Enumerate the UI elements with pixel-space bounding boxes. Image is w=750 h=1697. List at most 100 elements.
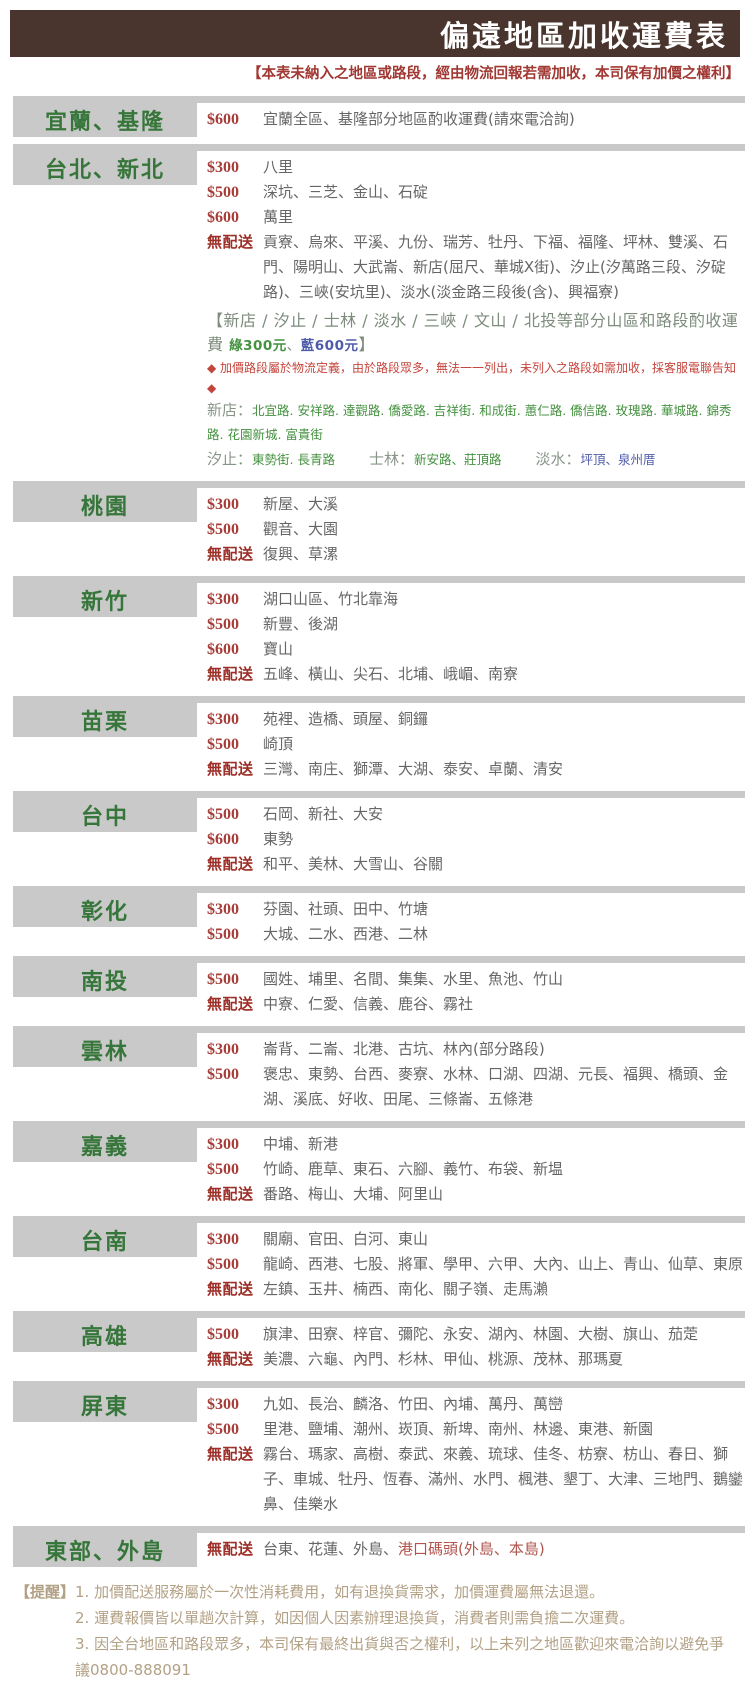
fee-places: 湖口山區、竹北靠海 [263,590,399,608]
region-section-kaohsiung: 高雄 $500 旗津、田寮、梓官、彌陀、永安、湖內、林園、大樹、旗山、茄萣 無配… [13,1311,745,1374]
reminder-note-2: 2. 運費報價皆以單趟次計算，如因個人因素辦理退換貨，消費者則需負擔二次運費。 [75,1609,635,1627]
section-divider-bar [13,1026,745,1033]
section-divider-bar [13,96,745,103]
reminder-note-3: 3. 因全台地區和路段眾多，本司保有最終出貨與否之權利，以上未列之地區歡迎來電洽… [75,1635,725,1679]
fee-row: $600 東勢 [207,827,745,852]
fee-row: $500 深坑、三芝、金山、石碇 [207,180,745,205]
region-section-miaoli: 苗栗 $300 苑裡、造橋、頭屋、銅鑼 $500 崎頂 無配送 三灣、南庄、獅潭… [13,696,745,784]
page-title: 偏遠地區加收運費表 [439,18,728,53]
region-label: 高雄 [13,1318,197,1352]
no-delivery-tag: 無配送 [207,665,254,683]
fee-places: 和平、美林、大雪山、谷關 [263,855,444,873]
fee-row: $600 萬里 [207,205,745,230]
fee-tag: $600 [207,111,239,128]
fee-row: $300 芬園、社頭、田中、竹塘 [207,897,745,922]
section-divider-bar [13,1526,745,1533]
section-divider-bar [13,144,745,151]
fee-tag: $600 [207,641,239,658]
fee-places: 中埔、新港 [263,1135,339,1153]
surcharge-streets-xindian: 新店：北宜路. 安祥路. 達觀路. 僑愛路. 吉祥街. 和成街. 蕙仁路. 僑信… [207,398,745,447]
section-divider-bar [13,696,745,703]
section-body: 屏東 $300 九如、長治、麟洛、竹田、內埔、萬丹、萬巒 $500 里港、鹽埔、… [13,1388,745,1519]
section-body: 桃園 $300 新屋、大溪 $500 觀音、大園 無配送 復興、草漯 [13,488,745,569]
fee-places: 中寮、仁愛、信義、鹿谷、霧社 [263,995,474,1013]
region-label: 台中 [13,798,197,832]
section-content: $300 中埔、新港 $500 竹崎、鹿草、東石、六腳、義竹、布袋、新塭 無配送… [197,1128,745,1209]
street-district-label: 汐止： [207,450,253,468]
fee-row: $500 里港、鹽埔、潮州、崁頂、新埤、南州、林邊、東港、新園 [207,1417,745,1442]
fee-tag: $500 [207,1326,239,1343]
fee-row: 無配送 五峰、橫山、尖石、北埔、峨嵋、南寮 [207,662,745,687]
reminder-notes: 1. 加價配送服務屬於一次性消耗費用，如有退換貨需求，加價運費屬無法退還。 2.… [75,1579,737,1683]
region-label: 嘉義 [13,1128,197,1162]
street-list-green: 新安路、莊頂路 [413,452,502,467]
fee-row: $300 九如、長治、麟洛、竹田、內埔、萬丹、萬巒 [207,1392,745,1417]
section-content: $300 新屋、大溪 $500 觀音、大園 無配送 復興、草漯 [197,488,745,569]
region-label: 苗栗 [13,703,197,737]
reminder-note-1: 1. 加價配送服務屬於一次性消耗費用，如有退換貨需求，加價運費屬無法退還。 [75,1583,605,1601]
fee-tag: $600 [207,831,239,848]
street-list-green: 北宜路. 安祥路. 達觀路. 僑愛路. 吉祥街. 和成街. 蕙仁路. 僑信路. … [207,403,732,442]
fee-places: 新豐、後湖 [263,615,339,633]
fee-tag: $300 [207,1041,239,1058]
fee-places: 崎頂 [263,735,294,753]
fee-row: $500 旗津、田寮、梓官、彌陀、永安、湖內、林園、大樹、旗山、茄萣 [207,1322,745,1347]
fee-row: 無配送 美濃、六龜、內門、杉林、甲仙、桃源、茂林、那瑪夏 [207,1347,745,1372]
note-title-close: 】 [358,335,375,354]
section-divider-bar [13,1216,745,1223]
section-divider-bar [13,791,745,798]
region-section-taoyuan: 桃園 $300 新屋、大溪 $500 觀音、大園 無配送 復興、草漯 [13,481,745,569]
fee-tag: $300 [207,1231,239,1248]
fee-tag: $300 [207,591,239,608]
fee-places: 褒忠、東勢、台西、麥寮、水林、口湖、四湖、元長、福興、橋頭、金湖、溪底、好收、田… [263,1065,729,1108]
section-divider-bar [13,1121,745,1128]
surcharge-streets-line2: 汐止：東勢街. 長青路 士林：新安路、莊頂路 淡水：坪頂、泉州厝 [207,447,745,472]
section-body: 台中 $500 石岡、新社、大安 $600 東勢 無配送 和平、美林、大雪山、谷… [13,798,745,879]
fee-row: 無配送 三灣、南庄、獅潭、大湖、泰安、卓蘭、清安 [207,757,745,782]
fee-tag: $300 [207,1136,239,1153]
region-label: 南投 [13,963,197,997]
fee-row: $300 湖口山區、竹北靠海 [207,587,745,612]
region-section-hsinchu: 新竹 $300 湖口山區、竹北靠海 $500 新豐、後湖 $600 寶山 無配送… [13,576,745,689]
region-section-tainan: 台南 $300 關廟、官田、白河、東山 $500 龍崎、西港、七股、將軍、學甲、… [13,1216,745,1304]
region-section-yunlin: 雲林 $300 崙背、二崙、北港、古坑、林內(部分路段) $500 褒忠、東勢、… [13,1026,745,1114]
no-delivery-tag: 無配送 [207,545,254,563]
region-label: 台南 [13,1223,197,1257]
fee-tag: $500 [207,1256,239,1273]
section-divider-bar [13,1381,745,1388]
section-content: $300 九如、長治、麟洛、竹田、內埔、萬丹、萬巒 $500 里港、鹽埔、潮州、… [197,1388,745,1519]
fee-tag: $300 [207,496,239,513]
section-divider-bar [13,1311,745,1318]
section-body: 彰化 $300 芬園、社頭、田中、竹塘 $500 大城、二水、西港、二林 [13,893,745,949]
fee-places: 新屋、大溪 [263,495,339,513]
fee-row: $500 龍崎、西港、七股、將軍、學甲、六甲、大內、山上、青山、仙草、東原 [207,1252,745,1277]
no-delivery-tag: 無配送 [207,1280,254,1298]
section-body: 東部、外島 無配送 台東、花蓮、外島、港口碼頭(外島、本島) [13,1533,745,1567]
no-delivery-tag: 無配送 [207,1185,254,1203]
region-section-chiayi: 嘉義 $300 中埔、新港 $500 竹崎、鹿草、東石、六腳、義竹、布袋、新塭 … [13,1121,745,1209]
footer-reminder: 【提醒】 1. 加價配送服務屬於一次性消耗費用，如有退換貨需求，加價運費屬無法退… [15,1579,737,1683]
section-body: 南投 $500 國姓、埔里、名間、集集、水里、魚池、竹山 無配送 中寮、仁愛、信… [13,963,745,1019]
fee-row: $600 宜蘭全區、基隆部分地區酌收運費(請來電洽詢) [207,107,745,132]
fee-places: 寶山 [263,640,294,658]
fee-places: 五峰、橫山、尖石、北埔、峨嵋、南寮 [263,665,519,683]
section-body: 台南 $300 關廟、官田、白河、東山 $500 龍崎、西港、七股、將軍、學甲、… [13,1223,745,1304]
section-content: $500 旗津、田寮、梓官、彌陀、永安、湖內、林園、大樹、旗山、茄萣 無配送 美… [197,1318,745,1374]
fee-tag: $500 [207,1066,239,1083]
surcharge-note-title: 【新店 / 汐止 / 士林 / 淡水 / 三峽 / 文山 / 北投等部分山區和路… [207,309,745,358]
no-delivery-tag: 無配送 [207,233,254,251]
fee-places: 深坑、三芝、金山、石碇 [263,183,429,201]
fee-row: 無配送 中寮、仁愛、信義、鹿谷、霧社 [207,992,745,1017]
section-content: $500 國姓、埔里、名間、集集、水里、魚池、竹山 無配送 中寮、仁愛、信義、鹿… [197,963,745,1019]
fee-places: 番路、梅山、大埔、阿里山 [263,1185,444,1203]
fee-tag: $500 [207,926,239,943]
fee-places: 國姓、埔里、名間、集集、水里、魚池、竹山 [263,970,564,988]
region-section-taichung: 台中 $500 石岡、新社、大安 $600 東勢 無配送 和平、美林、大雪山、谷… [13,791,745,879]
fee-row: $500 褒忠、東勢、台西、麥寮、水林、口湖、四湖、元長、福興、橋頭、金湖、溪底… [207,1062,745,1112]
no-delivery-tag: 無配送 [207,1350,254,1368]
reminder-label: 【提醒】 [15,1583,76,1601]
fee-row: $500 竹崎、鹿草、東石、六腳、義竹、布袋、新塭 [207,1157,745,1182]
fee-row: $300 中埔、新港 [207,1132,745,1157]
fee-places: 觀音、大園 [263,520,339,538]
note-blue-fee: 藍600元 [300,338,359,354]
